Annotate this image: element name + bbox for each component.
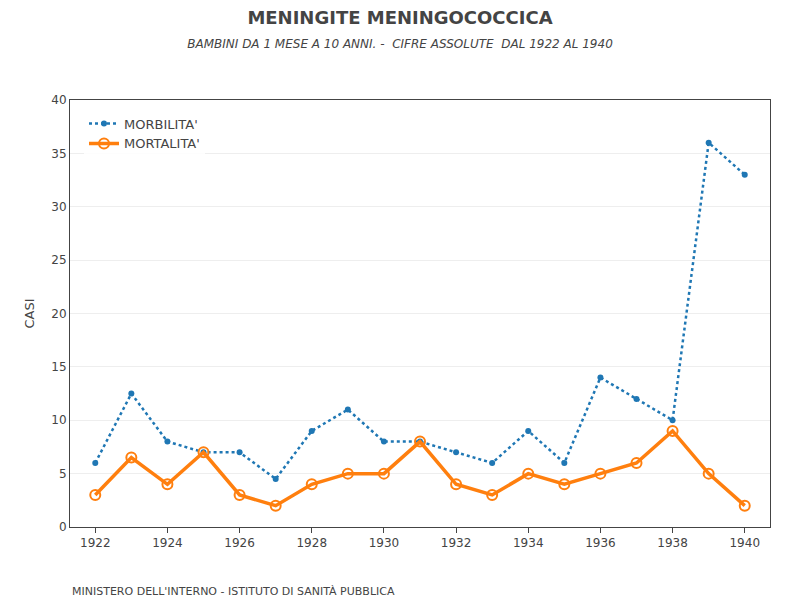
svg-text:35: 35 (51, 147, 66, 161)
svg-text:5: 5 (59, 467, 67, 481)
svg-text:10: 10 (51, 413, 66, 427)
svg-text:1934: 1934 (513, 536, 544, 550)
svg-text:CASI: CASI (22, 298, 37, 328)
svg-text:1932: 1932 (441, 536, 472, 550)
svg-text:1938: 1938 (657, 536, 688, 550)
svg-text:1926: 1926 (224, 536, 255, 550)
svg-text:1922: 1922 (80, 536, 111, 550)
svg-text:0: 0 (59, 520, 67, 534)
svg-text:1940: 1940 (729, 536, 760, 550)
svg-text:20: 20 (51, 307, 66, 321)
svg-text:1930: 1930 (369, 536, 400, 550)
svg-text:40: 40 (51, 93, 66, 107)
svg-text:MORBILITA': MORBILITA' (124, 117, 198, 132)
svg-text:25: 25 (51, 253, 66, 267)
svg-text:30: 30 (51, 200, 66, 214)
svg-text:1928: 1928 (296, 536, 327, 550)
svg-text:MINISTERO DELL'INTERNO - ISTIT: MINISTERO DELL'INTERNO - ISTITUTO DI SAN… (72, 585, 395, 598)
svg-text:MENINGITE MENINGOCOCCICABAMBIN: MENINGITE MENINGOCOCCICABAMBINI DA 1 MES… (187, 7, 613, 50)
svg-text:1924: 1924 (152, 536, 183, 550)
svg-text:15: 15 (51, 360, 66, 374)
svg-text:MORTALITA': MORTALITA' (124, 136, 200, 151)
svg-text:1936: 1936 (585, 536, 616, 550)
